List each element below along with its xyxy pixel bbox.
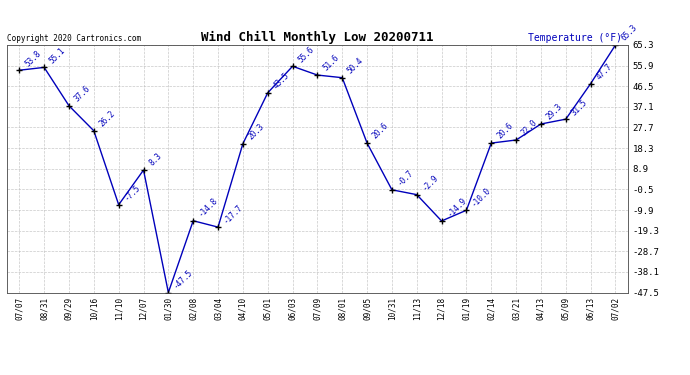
Text: -0.7: -0.7 <box>395 168 415 188</box>
Text: -14.8: -14.8 <box>197 196 219 219</box>
Text: Copyright 2020 Cartronics.com: Copyright 2020 Cartronics.com <box>7 33 141 42</box>
Text: -17.7: -17.7 <box>221 202 244 225</box>
Title: Wind Chill Monthly Low 20200711: Wind Chill Monthly Low 20200711 <box>201 31 433 44</box>
Text: 55.6: 55.6 <box>296 45 316 64</box>
Text: 51.6: 51.6 <box>321 53 341 73</box>
Text: -47.5: -47.5 <box>172 268 195 290</box>
Text: 55.1: 55.1 <box>48 46 68 65</box>
Text: -10.0: -10.0 <box>470 185 493 208</box>
Text: 26.2: 26.2 <box>97 109 117 129</box>
Text: Temperature (°F): Temperature (°F) <box>528 33 622 42</box>
Text: 20.3: 20.3 <box>246 122 266 141</box>
Text: 53.8: 53.8 <box>23 49 43 68</box>
Text: 65.3: 65.3 <box>619 23 639 43</box>
Text: 31.5: 31.5 <box>569 98 589 117</box>
Text: 22.0: 22.0 <box>520 118 540 138</box>
Text: 50.4: 50.4 <box>346 56 366 75</box>
Text: 47.7: 47.7 <box>594 62 614 81</box>
Text: 20.6: 20.6 <box>371 122 391 141</box>
Text: 29.3: 29.3 <box>544 102 564 122</box>
Text: 8.3: 8.3 <box>147 152 164 168</box>
Text: 20.6: 20.6 <box>495 122 515 141</box>
Text: -14.9: -14.9 <box>445 196 468 219</box>
Text: -7.5: -7.5 <box>122 183 142 203</box>
Text: 43.5: 43.5 <box>271 71 291 91</box>
Text: -2.9: -2.9 <box>420 173 440 192</box>
Text: 37.6: 37.6 <box>72 84 92 104</box>
